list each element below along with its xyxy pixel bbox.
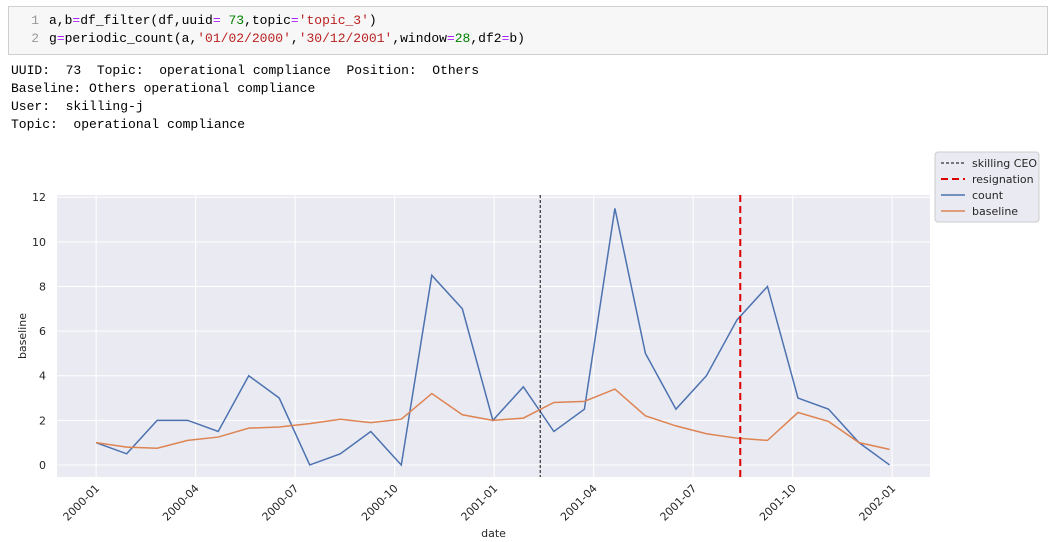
code-token: ,window [392,31,447,46]
x-tick-label: 2000-01 [61,482,103,524]
legend-label: resignation [972,173,1034,186]
code-token: ,topic [244,13,291,28]
code-token: df_filter(df,uuid [80,13,213,28]
x-tick-label: 2000-04 [160,482,202,524]
plot-area [57,195,930,477]
x-tick-label: 2001-07 [658,482,700,524]
code-cell[interactable]: 1 a,b=df_filter(df,uuid= 73,topic='topic_… [8,6,1048,55]
y-tick-label: 12 [32,191,46,204]
x-tick-label: 2001-04 [558,482,600,524]
code-token: = [446,31,455,46]
code-line: 2 g=periodic_count(a,'01/02/2000','30/12/… [9,30,525,48]
output-line: Topic: operational compliance [11,117,246,132]
output: UUID: 73 Topic: operational compliance P… [11,62,479,134]
legend-label: skilling CEO [972,157,1037,170]
x-tick-label: 2000-07 [260,482,302,524]
code-token: = [56,31,65,46]
y-tick-label: 2 [39,414,46,427]
code-token: = [290,13,299,28]
legend-box [934,151,1040,223]
x-tick-label: 2001-01 [459,482,501,524]
x-tick-label: 2002-01 [857,482,899,524]
code-token: ,df2 [470,31,502,46]
line-number: 1 [31,13,39,28]
code-token: = [212,13,229,28]
code-token: 'topic_3' [298,13,369,28]
code-token: a,b [49,13,73,28]
output-line: Baseline: Others operational compliance [11,81,316,96]
code-token: = [72,13,81,28]
code-token: , [290,31,299,46]
line-number: 2 [31,31,39,46]
y-tick-label: 4 [39,370,46,383]
code-token: '01/02/2000' [197,31,291,46]
x-tick-label: 2000-10 [359,482,401,524]
code-token: ) [368,13,377,28]
code-token: b) [509,31,525,46]
y-tick-label: 6 [39,325,46,338]
code-token: 28 [454,31,471,46]
legend-label: baseline [972,205,1018,218]
x-axis-label: date [481,527,506,540]
code-token: = [501,31,510,46]
code-token: '30/12/2001' [298,31,393,46]
output-line: UUID: 73 Topic: operational compliance P… [11,63,480,78]
legend-label: count [972,189,1004,202]
output-line: User: skilling-j [11,99,144,114]
y-tick-label: 0 [39,459,46,472]
code-token: 73 [228,13,245,28]
code-line: 1 a,b=df_filter(df,uuid= 73,topic='topic_… [9,12,377,30]
y-axis-label: baseline [16,313,29,359]
x-tick-label: 2001-10 [757,482,799,524]
chart: 0 2 4 6 8 10 12 2000-01 2000-04 2000-07 2000-10 200… [16,151,1040,540]
code-token: g [49,31,57,46]
y-tick-label: 10 [32,236,46,249]
data-line [96,388,890,451]
y-tick-label: 8 [39,280,46,293]
code-token: periodic_count(a, [64,31,198,46]
